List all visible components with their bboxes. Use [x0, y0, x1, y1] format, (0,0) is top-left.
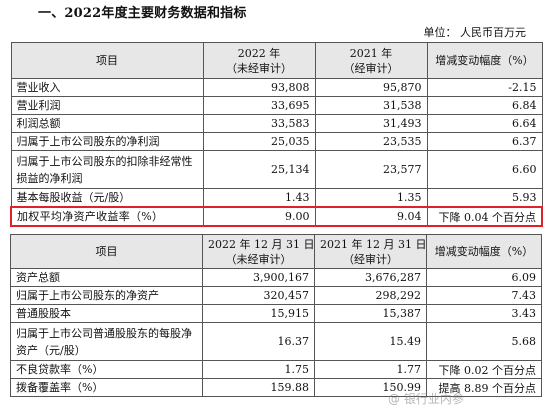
change-value: 5.68 — [426, 322, 542, 361]
value-2022: 93,808 — [202, 78, 316, 97]
table-header-row: 项目 2022 年 12 月 31 日 （未经审计） 2021 年 12 月 3… — [10, 234, 542, 269]
table-row: 归属于上市公司普通股股东的每股净资产（元/股） 16.37 15.49 5.68 — [10, 322, 542, 361]
column-header-item: 项目 — [10, 42, 204, 79]
change-value: 6.60 — [426, 150, 543, 189]
table-row: 归属于上市公司股东的扣除非经常性损益的净利润 25,134 23,577 6.6… — [10, 150, 543, 189]
change-value: 6.64 — [426, 114, 543, 133]
date-label: 2021 年 12 月 31 日 — [320, 237, 427, 251]
change-value: -2.15 — [426, 78, 543, 97]
value-2021: 23,577 — [314, 150, 428, 189]
value-2022: 3,900,167 — [202, 268, 315, 287]
value-2022: 159.88 — [202, 378, 315, 397]
year-label: 2022 年 — [237, 46, 281, 60]
row-label: 营业收入 — [10, 78, 204, 97]
table-row: 拨备覆盖率（%） 159.88 150.99 提高 8.89 个百分点 — [10, 378, 542, 397]
section-heading: 一、2022年度主要财务数据和指标 — [38, 6, 247, 21]
value-2022: 320,457 — [202, 286, 315, 305]
audit-note: （未经审计） — [226, 61, 292, 75]
table-header-row: 项目 2022 年 （未经审计） 2021 年 （经审计） 增减变动幅度（%） — [10, 42, 543, 79]
change-value: 提高 8.89 个百分点 — [426, 378, 542, 397]
row-label: 营业利润 — [10, 96, 204, 115]
table-row: 营业利润 33,695 31,538 6.84 — [10, 96, 543, 115]
change-value: 6.09 — [426, 268, 542, 287]
value-2022: 1.43 — [202, 188, 316, 208]
value-2022: 15,915 — [202, 304, 315, 323]
row-label: 利润总额 — [10, 114, 204, 133]
change-value: 5.93 — [426, 188, 543, 208]
table-row: 基本每股收益（元/股） 1.43 1.35 5.93 — [10, 188, 543, 208]
value-2022: 1.75 — [202, 360, 315, 379]
value-2022: 25,035 — [202, 132, 316, 151]
audit-note: （经审计） — [343, 252, 398, 266]
column-header-item: 项目 — [10, 234, 203, 269]
year-label: 2021 年 — [349, 46, 393, 60]
value-2021: 150.99 — [314, 378, 427, 397]
change-value: 下降 0.04 个百分点 — [426, 206, 543, 227]
value-2021: 95,870 — [314, 78, 428, 97]
value-2022: 25,134 — [202, 150, 316, 189]
row-label: 拨备覆盖率（%） — [10, 378, 203, 397]
value-2022: 9.00 — [202, 206, 316, 227]
balance-sheet-table: 项目 2022 年 12 月 31 日 （未经审计） 2021 年 12 月 3… — [10, 234, 542, 397]
table-row: 归属于上市公司股东的净资产 320,457 298,292 7.43 — [10, 286, 542, 305]
column-header-change: 增减变动幅度（%） — [426, 234, 542, 269]
row-label: 归属于上市公司股东的净利润 — [10, 132, 204, 151]
row-label: 基本每股收益（元/股） — [10, 188, 204, 208]
value-2021: 1.35 — [314, 188, 428, 208]
row-label: 归属于上市公司股东的净资产 — [10, 286, 203, 305]
table-row: 不良贷款率（%） 1.75 1.77 下降 0.02 个百分点 — [10, 360, 542, 379]
value-2022: 33,583 — [202, 114, 316, 133]
value-2021: 23,535 — [314, 132, 428, 151]
table-row: 利润总额 33,583 31,493 6.64 — [10, 114, 543, 133]
currency-unit: 单位： 人民币百万元 — [423, 26, 527, 39]
table-row: 普通股股本 15,915 15,387 3.43 — [10, 304, 542, 323]
highlighted-row-roe: 加权平均净资产收益率（%） 9.00 9.04 下降 0.04 个百分点 — [10, 206, 543, 227]
column-header-change: 增减变动幅度（%） — [426, 42, 543, 79]
change-value: 下降 0.02 个百分点 — [426, 360, 542, 379]
row-label: 归属于上市公司股东的扣除非经常性损益的净利润 — [10, 150, 204, 189]
value-2021: 3,676,287 — [314, 268, 427, 287]
value-2021: 31,493 — [314, 114, 428, 133]
row-label: 普通股股本 — [10, 304, 203, 323]
row-label: 归属于上市公司普通股股东的每股净资产（元/股） — [10, 322, 203, 361]
row-label: 不良贷款率（%） — [10, 360, 203, 379]
table-row: 营业收入 93,808 95,870 -2.15 — [10, 78, 543, 97]
income-statement-table: 项目 2022 年 （未经审计） 2021 年 （经审计） 增减变动幅度（%） … — [10, 42, 543, 227]
column-header-2021: 2021 年 12 月 31 日 （经审计） — [314, 234, 427, 269]
value-2021: 9.04 — [314, 206, 428, 227]
table-row: 归属于上市公司股东的净利润 25,035 23,535 6.37 — [10, 132, 543, 151]
table-row: 资产总额 3,900,167 3,676,287 6.09 — [10, 268, 542, 287]
audit-note: （经审计） — [343, 61, 399, 75]
change-value: 3.43 — [426, 304, 542, 323]
change-value: 7.43 — [426, 286, 542, 305]
value-2021: 15.49 — [314, 322, 427, 361]
column-header-2022: 2022 年 （未经审计） — [202, 42, 316, 79]
audit-note: （未经审计） — [225, 252, 292, 266]
change-value: 6.37 — [426, 132, 543, 151]
value-2022: 16.37 — [202, 322, 315, 361]
value-2021: 31,538 — [314, 96, 428, 115]
watermark: @ 银行业内参 — [388, 392, 464, 406]
value-2022: 33,695 — [202, 96, 316, 115]
value-2021: 15,387 — [314, 304, 427, 323]
row-label: 加权平均净资产收益率（%） — [10, 206, 204, 227]
change-value: 6.84 — [426, 96, 543, 115]
value-2021: 298,292 — [314, 286, 427, 305]
date-label: 2022 年 12 月 31 日 — [208, 237, 315, 251]
column-header-2021: 2021 年 （经审计） — [314, 42, 428, 79]
value-2021: 1.77 — [314, 360, 427, 379]
column-header-2022: 2022 年 12 月 31 日 （未经审计） — [202, 234, 315, 269]
row-label: 资产总额 — [10, 268, 203, 287]
